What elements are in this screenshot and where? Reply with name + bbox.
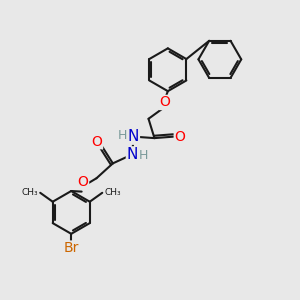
- Text: H: H: [118, 129, 127, 142]
- Text: Br: Br: [64, 241, 79, 255]
- Text: CH₃: CH₃: [105, 188, 121, 197]
- Text: N: N: [127, 147, 138, 162]
- Text: O: O: [174, 130, 185, 144]
- Text: O: O: [92, 135, 103, 149]
- Text: O: O: [159, 95, 170, 110]
- Text: CH₃: CH₃: [21, 188, 38, 197]
- Text: N: N: [128, 129, 139, 144]
- Text: O: O: [78, 175, 88, 189]
- Text: H: H: [139, 149, 148, 162]
